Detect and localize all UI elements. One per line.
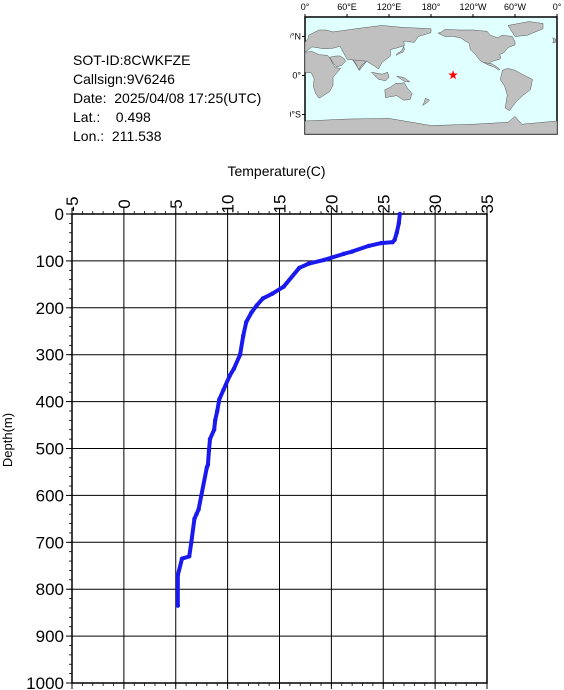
map-land-arabia: [329, 55, 346, 68]
map-lon-label: 180°: [422, 2, 441, 12]
temperature-point: [394, 230, 399, 235]
map-lat-label: 60°N: [290, 32, 301, 42]
map-land-britain: [552, 37, 556, 44]
map-land-australia: [384, 82, 413, 101]
x-tick-label: 0: [115, 199, 134, 208]
y-tick-label: 700: [36, 533, 64, 552]
y-tick-label: 300: [36, 346, 64, 365]
temperature-point: [249, 310, 254, 315]
location-map: 0° 60°E 120°E 180° 120°W 60°W 0° 60°N 0° 60°S: [290, 2, 562, 135]
lon-text: Lon.: 211.538: [73, 128, 162, 144]
temperature-point: [227, 373, 232, 379]
y-tick-label: 800: [36, 580, 64, 599]
map-lat-label: 60°S: [290, 110, 301, 120]
y-tick-label: 0: [55, 205, 64, 224]
temperature-point: [281, 284, 286, 289]
y-tick-label: 100: [36, 252, 64, 271]
x-tick-label: 30: [426, 195, 445, 214]
temperature-point: [231, 366, 237, 371]
y-tick-label: 200: [36, 299, 64, 318]
temperature-point: [349, 249, 355, 254]
temperature-point: [206, 448, 212, 454]
y-axis-label: Depth(m): [0, 413, 15, 467]
temperature-point: [207, 436, 213, 442]
map-land-eurasia: [304, 25, 432, 71]
temperature-point: [215, 408, 220, 414]
temperature-point: [194, 511, 199, 517]
map-land-new-zealand: [421, 97, 431, 107]
y-tick-label: 1000: [26, 674, 64, 690]
x-tick-label: -5: [63, 196, 82, 211]
map-lon-label: 60°E: [337, 2, 357, 12]
temperature-point: [390, 239, 395, 245]
map-land-north-america: [437, 29, 516, 65]
x-tick-label: 35: [478, 195, 497, 214]
callsign-text: Callsign:9V6246: [73, 71, 175, 87]
y-tick-label: 900: [36, 627, 64, 646]
map-land-antarctica: [304, 116, 558, 135]
x-tick-label: 5: [167, 199, 186, 208]
temperature-point: [254, 303, 259, 308]
temperature-point: [341, 251, 347, 257]
temperature-point: [397, 211, 403, 217]
map-land-new-guinea: [396, 75, 411, 83]
location-star-marker: [448, 70, 458, 80]
map-lon-label: 120°W: [459, 2, 487, 12]
temperature-point: [189, 540, 194, 545]
temperature-point: [260, 296, 266, 301]
temperature-point: [187, 554, 192, 559]
temperature-point: [392, 237, 397, 242]
x-tick-label: 25: [374, 195, 393, 214]
x-tick-label: 10: [219, 195, 238, 214]
plot-frame: [71, 213, 488, 684]
temperature-point: [204, 465, 210, 470]
y-tick-label: 400: [36, 393, 64, 412]
temperature-point: [179, 556, 185, 561]
temperature-point: [205, 462, 211, 468]
x-axis-label: Temperature(C): [227, 163, 325, 179]
temperature-point: [244, 319, 249, 325]
y-tick-label: 600: [36, 486, 64, 505]
temperature-point: [211, 427, 217, 432]
temperature-point: [321, 257, 327, 263]
sot-id-text: SOT-ID:8CWKFZE: [73, 52, 191, 68]
temperature-point: [221, 387, 226, 393]
temperature-point: [192, 516, 197, 522]
temperature-point: [270, 291, 275, 296]
map-lon-label: 60°W: [504, 2, 527, 12]
map-land-africa: [304, 51, 342, 99]
temperature-point: [366, 243, 371, 249]
map-land-japan: [395, 45, 405, 56]
y-tick-label: 500: [36, 440, 64, 459]
map-lon-label: 0°: [301, 2, 310, 12]
temperature-point: [306, 261, 311, 266]
temperature-point: [240, 333, 246, 339]
map-land-central-america: [483, 62, 500, 71]
x-tick-label: 20: [322, 195, 341, 214]
temperature-point: [175, 603, 181, 608]
date-text: Date: 2025/04/08 17:25(UTC): [73, 90, 262, 106]
float-info-panel: SOT-ID:8CWKFZE Callsign:9V6246 Date: 202…: [73, 51, 261, 146]
map-land-south-america: [500, 68, 533, 111]
map-land-greenland: [507, 21, 544, 37]
map-lon-label: 0°: [553, 2, 562, 12]
temperature-point: [212, 418, 218, 423]
temperature-point: [297, 265, 302, 271]
map-land-se-asia-islands: [370, 71, 390, 81]
map-land-india: [351, 59, 368, 71]
temperature-point: [237, 352, 243, 357]
temperature-profile-line: [175, 212, 402, 608]
lat-text: Lat.: 0.498: [73, 109, 151, 125]
temperature-point: [196, 507, 201, 512]
x-tick-label: 15: [271, 195, 290, 214]
map-lat-label: 0°: [292, 71, 301, 81]
temperature-point: [217, 397, 222, 402]
temperature-point: [175, 572, 181, 578]
temperature-point: [378, 240, 384, 246]
map-lon-label: 120°E: [377, 2, 402, 12]
temperature-point: [396, 221, 402, 226]
